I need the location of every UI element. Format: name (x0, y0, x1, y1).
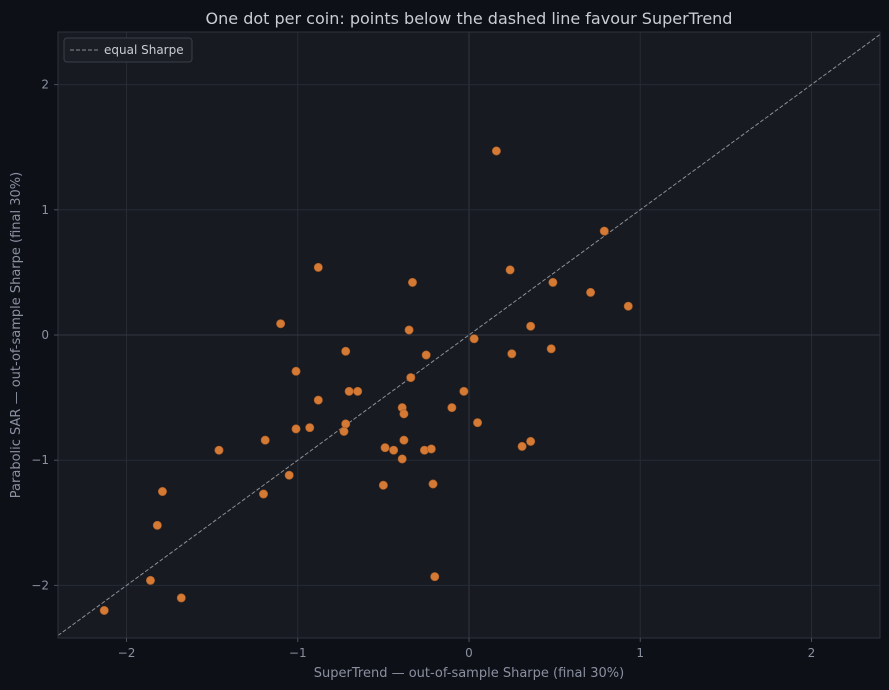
coin-point (380, 443, 390, 453)
x-tick-label: −2 (118, 646, 136, 660)
equal-sharpe-line (57, 34, 881, 636)
coin-point (258, 489, 268, 499)
coin-point (389, 445, 399, 455)
coin-point (284, 470, 294, 480)
coin-point (428, 479, 438, 489)
x-tick-label: 0 (465, 646, 473, 660)
coin-point (586, 287, 596, 297)
coin-point (507, 349, 517, 359)
coin-point (447, 403, 457, 413)
coin-point (313, 262, 323, 272)
coin-point (157, 487, 167, 497)
x-tick-label: −1 (289, 646, 307, 660)
coin-point (291, 366, 301, 376)
legend: equal Sharpe (63, 37, 193, 63)
y-tick-label: 2 (41, 78, 49, 92)
coin-point (99, 605, 109, 615)
coin-point (341, 419, 351, 429)
coin-point (353, 386, 363, 396)
coin-point (276, 319, 286, 329)
coin-point (430, 572, 440, 582)
coin-point (378, 480, 388, 490)
coin-point (406, 373, 416, 383)
y-tick-label: 1 (41, 203, 49, 217)
coin-point (407, 277, 417, 287)
coin-point (548, 277, 558, 287)
y-tick-label: 0 (41, 328, 49, 342)
x-tick-label: 2 (808, 646, 816, 660)
coin-point (339, 426, 349, 436)
coin-point (145, 575, 155, 585)
coin-point (491, 146, 501, 156)
coin-point (176, 593, 186, 603)
coin-point (344, 386, 354, 396)
reference-line-layer (57, 34, 881, 636)
coin-point (517, 441, 527, 451)
coin-point (459, 386, 469, 396)
coin-point (505, 265, 515, 275)
coin-point (599, 226, 609, 236)
coin-point (399, 435, 409, 445)
coin-point (526, 436, 536, 446)
coin-point (260, 435, 270, 445)
y-axis-label: Parabolic SAR — out-of-sample Sharpe (fi… (9, 172, 24, 498)
coin-point (399, 409, 409, 419)
coin-point (214, 445, 224, 455)
x-axis-label: SuperTrend — out-of-sample Sharpe (final… (314, 666, 624, 681)
coin-point (305, 423, 315, 433)
coin-point (469, 334, 479, 344)
legend-label-equal-sharpe: equal Sharpe (104, 43, 184, 57)
y-tick-label: −1 (31, 453, 49, 467)
coin-point (397, 454, 407, 464)
coin-point (404, 325, 414, 335)
grid-lines (58, 32, 880, 638)
coin-point (623, 301, 633, 311)
coin-point (526, 321, 536, 331)
data-points (99, 146, 633, 615)
coin-point (313, 395, 323, 405)
legend-box (63, 37, 193, 63)
tick-labels: −2 −1 0 1 2 −2 −1 0 1 2 (31, 78, 815, 660)
y-tick-label: −2 (31, 578, 49, 592)
coin-point (291, 424, 301, 434)
coin-point (473, 418, 483, 428)
coin-point (421, 350, 431, 360)
coin-point (546, 344, 556, 354)
chart-title: One dot per coin: points below the dashe… (206, 9, 733, 28)
x-tick-label: 1 (636, 646, 644, 660)
coin-point (341, 346, 351, 356)
coin-point (426, 444, 436, 454)
coin-point (152, 520, 162, 530)
